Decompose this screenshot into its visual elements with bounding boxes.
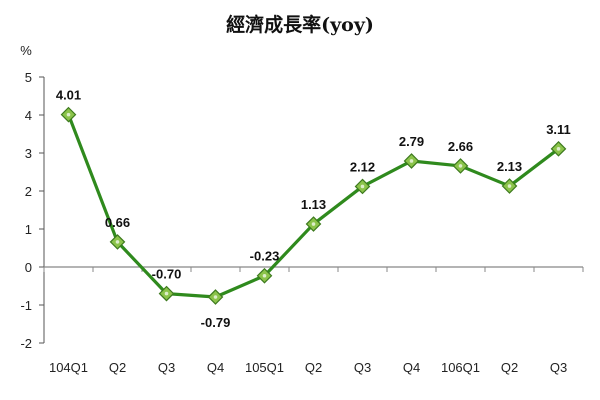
marker-highlight (409, 159, 414, 163)
y-tick-label: 0 (25, 260, 32, 275)
data-label: -0.79 (201, 315, 231, 330)
data-series (60, 106, 567, 305)
x-tick-label: Q3 (158, 360, 175, 375)
marker-highlight (556, 147, 561, 151)
marker-highlight (66, 112, 71, 117)
data-label: 2.13 (497, 159, 522, 174)
x-tick-label: Q4 (207, 360, 224, 375)
marker-highlight (360, 184, 365, 189)
y-tick-label: 1 (25, 222, 32, 237)
data-label: 2.12 (350, 159, 375, 174)
x-tick-label: 105Q1 (245, 360, 284, 375)
x-tick-label: Q3 (550, 360, 567, 375)
data-label: 2.79 (399, 134, 424, 149)
x-tick-label: Q2 (501, 360, 518, 375)
data-label: 3.11 (546, 122, 571, 137)
marker-highlight (164, 291, 169, 296)
y-axis-unit-label: % (20, 43, 32, 58)
data-label: -0.70 (152, 267, 182, 282)
chart-title: 經濟成長率(yoy) (226, 13, 374, 36)
axes: -2 -1 0 1 2 3 4 5 104Q1 Q2 Q3 Q4 105Q1 Q2 Q3 Q4 106Q1 Q2 Q… (20, 70, 584, 375)
data-label: 1.13 (301, 197, 326, 212)
marker-highlight (507, 184, 512, 188)
marker-highlight (458, 164, 463, 168)
x-tick-label: Q2 (305, 360, 322, 375)
y-tick-label: 5 (25, 70, 32, 85)
y-tick-label: -1 (20, 298, 32, 313)
y-tick-label: 3 (25, 146, 32, 161)
data-labels: 4.01 0.66 -0.70 -0.79 -0.23 1.13 2.12 2.79 2.66 2… (56, 88, 571, 330)
x-tick-label: Q3 (354, 360, 371, 375)
x-tick-label: 106Q1 (441, 360, 480, 375)
x-tick-label: 104Q1 (49, 360, 88, 375)
x-tick-label: Q2 (109, 360, 126, 375)
y-tick-label: 2 (25, 184, 32, 199)
marker-highlight (115, 240, 120, 244)
data-label: -0.23 (250, 249, 280, 264)
data-label: 2.66 (448, 139, 473, 154)
marker-highlight (213, 295, 218, 299)
y-tick-label: -2 (20, 336, 32, 351)
x-tick-label: Q4 (403, 360, 420, 375)
marker-highlight (311, 222, 316, 226)
y-tick-label: 4 (25, 108, 32, 123)
data-label: 4.01 (56, 88, 81, 103)
data-label: 0.66 (105, 215, 130, 230)
marker-highlight (262, 273, 267, 278)
